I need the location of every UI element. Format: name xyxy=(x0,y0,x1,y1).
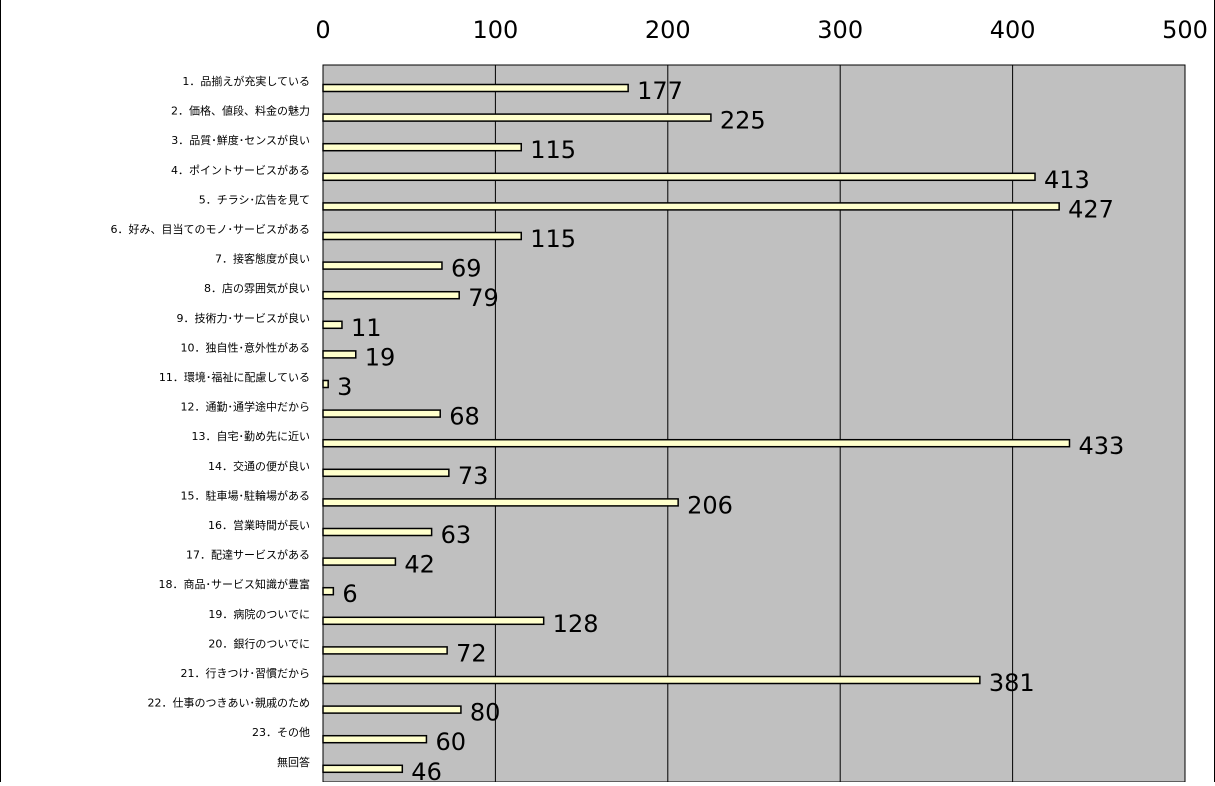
category-label: 13．自宅･勤め先に近い xyxy=(192,429,311,443)
data-label: 60 xyxy=(435,728,466,756)
data-label: 69 xyxy=(451,255,482,283)
data-label: 128 xyxy=(553,610,599,638)
bar xyxy=(322,113,712,122)
data-label: 46 xyxy=(411,758,442,782)
bar xyxy=(322,202,1060,211)
data-label: 225 xyxy=(720,107,766,135)
x-tick-label: 300 xyxy=(817,16,863,44)
data-label: 73 xyxy=(458,462,489,490)
data-label: 115 xyxy=(530,136,576,164)
x-tick-label: 0 xyxy=(315,16,330,44)
x-tick-label: 200 xyxy=(645,16,691,44)
x-tick-label: 500 xyxy=(1162,16,1208,44)
category-label: 14．交通の便が良い xyxy=(208,459,310,473)
category-label: 4．ポイントサービスがある xyxy=(171,163,310,177)
bar xyxy=(322,231,523,241)
bar xyxy=(322,764,404,774)
category-label: 1．品揃えが充実している xyxy=(182,74,310,88)
bar xyxy=(322,468,450,478)
plot-background xyxy=(322,64,1186,783)
bar xyxy=(322,557,397,566)
category-label: 無回答 xyxy=(277,755,310,769)
data-label: 413 xyxy=(1044,166,1090,194)
x-tick-label: 100 xyxy=(472,16,518,44)
data-label: 433 xyxy=(1078,432,1124,460)
category-label: 16．営業時間が長い xyxy=(208,518,310,532)
category-label: 2．価格、値段、料金の魅力 xyxy=(171,104,310,118)
data-label: 3 xyxy=(337,373,352,401)
bar xyxy=(322,290,460,300)
bar xyxy=(322,320,343,330)
category-label: 18．商品･サービス知識が豊富 xyxy=(159,577,311,591)
bar xyxy=(322,350,357,359)
bar xyxy=(322,261,443,270)
data-labels: 1772251154134271156979111936843373206634… xyxy=(337,77,1124,786)
category-label: 7．接客態度が良い xyxy=(215,252,310,266)
data-label: 11 xyxy=(351,314,382,342)
bar xyxy=(322,705,462,714)
category-label: 11．環境･福祉に配慮している xyxy=(159,370,310,384)
bar xyxy=(322,616,545,626)
category-label: 23．その他 xyxy=(252,726,310,739)
category-label: 5．チラシ･広告を見て xyxy=(199,193,310,206)
data-label: 206 xyxy=(687,491,733,519)
bar xyxy=(322,646,448,655)
bar xyxy=(322,586,335,596)
data-label: 79 xyxy=(468,284,499,312)
bar xyxy=(322,379,329,389)
bar xyxy=(322,675,981,685)
category-label: 22．仕事のつきあい･親戚のため xyxy=(148,697,311,710)
data-label: 115 xyxy=(530,225,576,253)
data-label: 72 xyxy=(456,639,487,667)
category-labels: 1．品揃えが充実している 2．価格、値段、料金の魅力 3．品質･鮮度･センスが良い 4… xyxy=(111,74,311,769)
category-label: 19．病院のついでに xyxy=(208,607,310,621)
category-label: 6．好み、目当てのモノ･サービスがある xyxy=(111,222,311,236)
category-label: 15．駐車場･駐輪場がある xyxy=(181,488,311,502)
data-label: 42 xyxy=(404,551,435,579)
data-label: 68 xyxy=(449,403,480,431)
bar xyxy=(322,438,1071,448)
data-label: 427 xyxy=(1068,195,1114,223)
category-label: 21．行きつけ･習慣だから xyxy=(181,666,311,680)
data-label: 177 xyxy=(637,77,683,105)
data-label: 80 xyxy=(470,699,501,727)
bar xyxy=(322,734,428,744)
data-label: 19 xyxy=(365,343,396,371)
bar xyxy=(322,409,441,418)
bar xyxy=(322,527,433,537)
data-label: 381 xyxy=(989,669,1035,697)
category-label: 8．店の雰囲気が良い xyxy=(204,281,310,295)
bar xyxy=(322,498,679,507)
category-label: 17．配達サービスがある xyxy=(186,548,310,562)
data-label: 6 xyxy=(342,580,357,608)
category-label: 12．通勤･通学途中だから xyxy=(181,400,311,414)
category-label: 9．技術力･サービスが良い xyxy=(177,311,311,325)
bar xyxy=(322,142,523,152)
gridlines xyxy=(494,65,1186,782)
x-tick-label: 400 xyxy=(990,16,1036,44)
category-label: 3．品質･鮮度･センスが良い xyxy=(171,133,310,147)
x-axis-tick-labels: 0 100 200 300 400 500 xyxy=(315,16,1208,44)
category-label: 20．銀行のついでに xyxy=(208,636,310,650)
bar xyxy=(322,83,629,93)
bars xyxy=(322,83,1071,774)
bar xyxy=(322,172,1036,182)
data-label: 63 xyxy=(441,521,472,549)
category-label: 10．独自性･意外性がある xyxy=(181,340,311,354)
